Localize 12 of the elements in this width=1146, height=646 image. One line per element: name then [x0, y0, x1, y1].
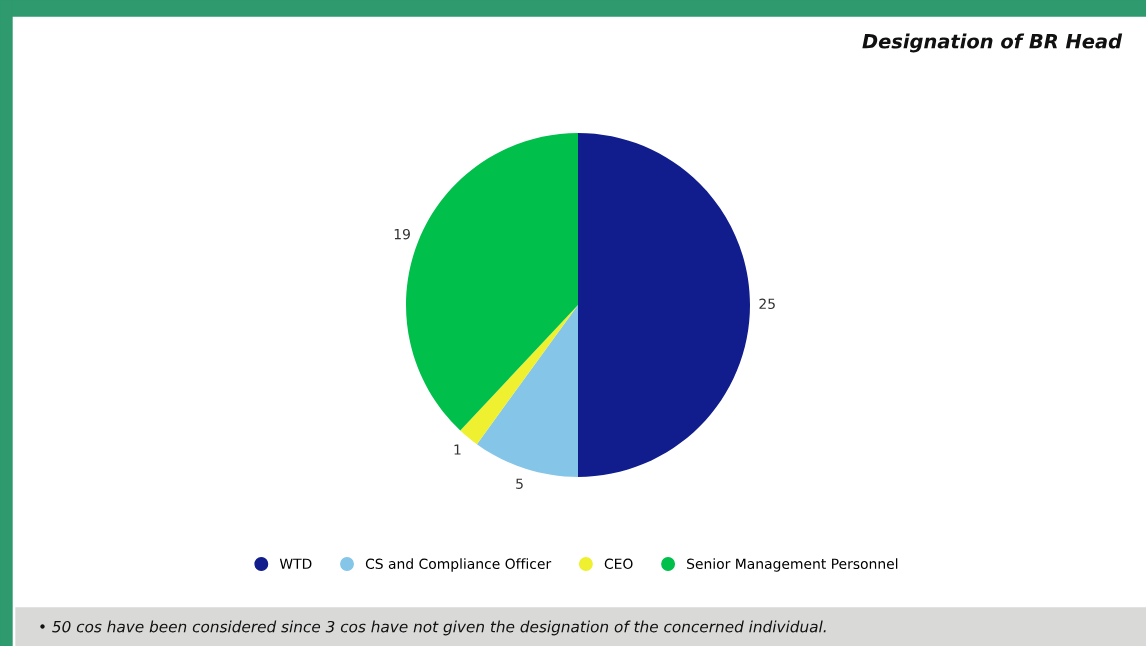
pie-slice — [578, 133, 750, 477]
text: Designation of BR Head — [862, 33, 1123, 53]
data-label: 19 — [394, 228, 410, 240]
data-label: 5 — [516, 478, 523, 489]
legend-label: Senior Management Personnel — [687, 558, 898, 572]
data-label: 1 — [454, 444, 461, 455]
pie-slice — [476, 305, 578, 477]
legend-label: CEO — [604, 558, 633, 570]
legend-label: CS and Compliance Officer — [365, 558, 552, 572]
data-label: 25 — [759, 298, 775, 310]
text: • 50 cos have been considered since 3 cos have not given the designation of the concerned individual. — [40, 620, 826, 636]
legend-label: WTD — [279, 558, 312, 569]
